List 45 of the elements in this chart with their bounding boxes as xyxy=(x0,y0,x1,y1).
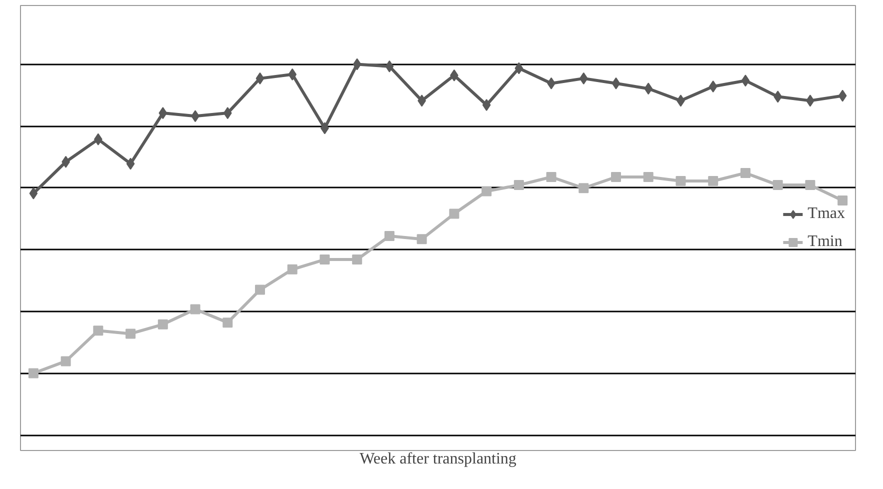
point xyxy=(708,176,718,186)
point xyxy=(256,72,264,84)
point xyxy=(126,328,136,339)
point xyxy=(643,172,654,182)
point xyxy=(158,319,168,330)
point xyxy=(612,77,620,90)
point xyxy=(772,180,783,190)
point xyxy=(60,356,71,366)
point xyxy=(578,183,589,194)
point xyxy=(320,254,330,265)
point xyxy=(579,72,588,84)
point xyxy=(384,231,394,242)
point xyxy=(126,158,135,170)
point xyxy=(287,264,298,274)
point xyxy=(482,99,491,112)
point xyxy=(223,107,232,120)
point xyxy=(482,186,492,196)
point xyxy=(708,80,718,92)
point xyxy=(385,60,394,72)
point xyxy=(158,107,168,120)
point xyxy=(805,180,816,190)
point xyxy=(838,195,848,206)
legend-label: Tmax xyxy=(808,204,845,222)
point xyxy=(514,180,524,190)
point xyxy=(644,82,653,95)
point xyxy=(222,318,233,328)
point xyxy=(254,284,265,295)
point xyxy=(190,304,200,314)
point xyxy=(288,68,297,80)
point xyxy=(741,74,750,87)
point xyxy=(514,62,524,74)
point xyxy=(740,168,750,178)
point xyxy=(676,176,686,186)
x-axis-title: Week after transplanting xyxy=(360,450,516,468)
point xyxy=(29,187,38,200)
legend-label: Tmin xyxy=(808,232,842,250)
point xyxy=(416,234,427,244)
point xyxy=(546,172,556,182)
point xyxy=(449,208,460,219)
point xyxy=(352,254,362,265)
point xyxy=(93,326,104,336)
point xyxy=(611,172,622,182)
point xyxy=(28,368,38,378)
point xyxy=(352,58,362,70)
point xyxy=(838,90,847,102)
